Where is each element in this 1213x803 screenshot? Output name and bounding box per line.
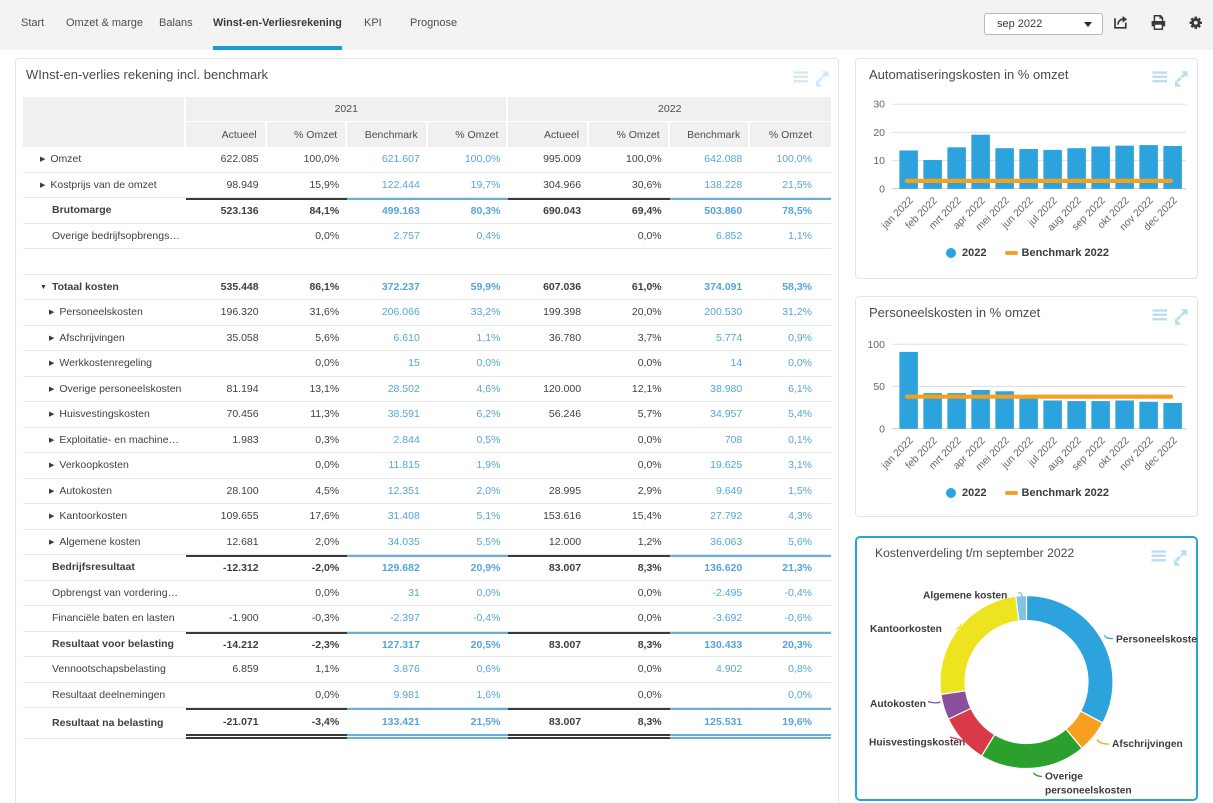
svg-text:0: 0 (879, 423, 885, 435)
svg-text:Autokosten: Autokosten (870, 699, 926, 710)
svg-text:Algemene kosten: Algemene kosten (923, 591, 1007, 602)
svg-text:Huisvestingskosten: Huisvestingskosten (869, 738, 965, 749)
svg-text:100: 100 (867, 339, 885, 351)
svg-text:0: 0 (879, 183, 885, 195)
svg-text:20: 20 (873, 127, 885, 139)
svg-text:Personeelskosten: Personeelskosten (1116, 635, 1198, 646)
svg-text:Afschrijvingen: Afschrijvingen (1112, 739, 1183, 750)
svg-text:Kantoorkosten: Kantoorkosten (870, 624, 942, 635)
svg-text:personeelskosten: personeelskosten (1045, 786, 1132, 797)
svg-text:30: 30 (873, 99, 885, 111)
svg-text:10: 10 (873, 155, 885, 167)
svg-text:Overige: Overige (1045, 772, 1083, 783)
svg-text:50: 50 (873, 381, 885, 393)
